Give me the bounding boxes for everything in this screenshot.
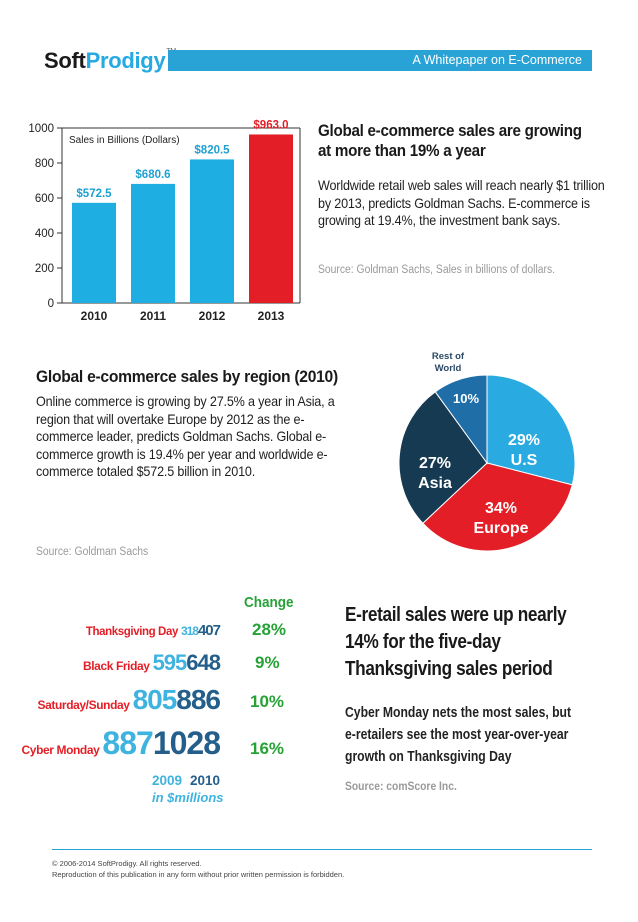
x-tick-label: 2010 bbox=[81, 309, 108, 323]
row-change: 10% bbox=[250, 692, 285, 711]
y-tick-label: 0 bbox=[48, 298, 54, 310]
table-row: Thanksgiving Day 318 407 bbox=[85, 622, 221, 639]
section3-source: Source: comScore Inc. bbox=[345, 779, 457, 793]
y-axis-label: Sales in Billions (Dollars) bbox=[69, 135, 180, 146]
y-tick-label: 200 bbox=[35, 263, 54, 275]
bar-value-label: $963.0 bbox=[253, 119, 288, 131]
pie-percent-label: 10% bbox=[453, 391, 479, 406]
y-tick-label: 800 bbox=[35, 158, 54, 170]
y-tick-label: 600 bbox=[35, 193, 54, 205]
whitepaper-banner: A Whitepaper on E-Commerce bbox=[168, 50, 592, 71]
row-label: Thanksgiving Day bbox=[85, 626, 178, 638]
sales-bar-chart: 0 200 400 600 800 1000 Sales in Billions (Doll… bbox=[28, 119, 301, 323]
row-label: Saturday/Sunday bbox=[37, 698, 130, 712]
row-change: 28% bbox=[252, 620, 287, 639]
section3-heading: E-retail sales were up nearly 14% for th… bbox=[345, 604, 567, 680]
row-value-2010: 407 bbox=[197, 622, 221, 639]
x-tick-label: 2011 bbox=[140, 309, 166, 323]
row-label: Cyber Monday bbox=[21, 743, 100, 757]
footer: © 2006-2014 SoftProdigy. All rights rese… bbox=[52, 858, 344, 880]
softprodigy-logo: SoftProdigyTM bbox=[44, 48, 176, 74]
pie-percent-label: 27% bbox=[419, 455, 451, 472]
pie-slice-europe bbox=[422, 462, 573, 552]
pie-percent-label: 29% bbox=[508, 432, 540, 449]
pie-rest-of-world-label: Rest of World bbox=[431, 351, 465, 374]
region-pie-chart: 29% U.S 34% Europe 27% Asia 10% bbox=[398, 374, 576, 552]
row-change: 16% bbox=[250, 739, 285, 758]
row-change: 9% bbox=[255, 653, 280, 672]
table-row: Cyber Monday 887 1028 bbox=[21, 725, 221, 762]
bar-2013 bbox=[249, 134, 293, 303]
section2-heading: Global e-commerce sales by region (2010) bbox=[36, 367, 338, 386]
footer-divider bbox=[52, 849, 592, 850]
pie-slice-u-s bbox=[486, 374, 576, 486]
section1-source: Source: Goldman Sachs, Sales in billions… bbox=[318, 264, 556, 276]
pie-name-label: Asia bbox=[418, 475, 452, 492]
pie-slice-asia bbox=[398, 391, 488, 524]
year-2009-header: 2009 bbox=[152, 773, 183, 788]
section2-source: Source: Goldman Sachs bbox=[36, 546, 149, 558]
bar-2012 bbox=[190, 159, 234, 303]
table-row: Saturday/Sunday 805 886 bbox=[37, 684, 221, 716]
row-value-2009: 805 bbox=[132, 684, 178, 715]
row-value-2009: 887 bbox=[102, 725, 153, 761]
section1-heading: Global e-commerce sales are growing at m… bbox=[318, 122, 582, 160]
bar-value-label: $572.5 bbox=[76, 188, 112, 200]
bar-value-label: $680.6 bbox=[135, 169, 170, 181]
change-header: Change bbox=[244, 594, 294, 611]
x-tick-label: 2013 bbox=[258, 309, 285, 323]
y-tick-label: 1000 bbox=[28, 123, 54, 135]
table-row: Black Friday 595 648 bbox=[82, 650, 221, 676]
pie-slice-rest-of-world bbox=[434, 374, 488, 465]
section1-body: Worldwide retail web sales will reach ne… bbox=[318, 177, 605, 228]
x-tick-label: 2012 bbox=[199, 309, 226, 323]
y-tick-label: 400 bbox=[35, 228, 54, 240]
pie-name-label: U.S bbox=[511, 452, 538, 469]
row-value-2010: 886 bbox=[176, 684, 221, 715]
footer-copyright: © 2006-2014 SoftProdigy. All rights rese… bbox=[52, 859, 202, 868]
section3-body: Cyber Monday nets the most sales, but e-… bbox=[345, 705, 572, 765]
year-2010-header: 2010 bbox=[190, 773, 221, 788]
pie-percent-label: 34% bbox=[485, 500, 517, 517]
logo-soft: Soft bbox=[44, 48, 86, 73]
pie-name-label: Europe bbox=[473, 520, 528, 537]
bar-value-label: $820.5 bbox=[194, 144, 230, 156]
row-value-2009: 318 bbox=[180, 624, 199, 638]
row-label: Black Friday bbox=[82, 659, 150, 673]
bar-2011 bbox=[131, 183, 175, 303]
logo-prodigy: Prodigy bbox=[85, 48, 166, 73]
row-value-2009: 595 bbox=[152, 650, 188, 675]
row-value-2010: 648 bbox=[186, 650, 221, 675]
bar-2010 bbox=[72, 202, 116, 303]
row-value-2010: 1028 bbox=[152, 725, 221, 761]
units-label: in $millions bbox=[152, 790, 224, 805]
footer-notice: Reproduction of this publication in any … bbox=[52, 870, 345, 879]
section2-body: Online commerce is growing by 27.5% a ye… bbox=[36, 393, 335, 479]
